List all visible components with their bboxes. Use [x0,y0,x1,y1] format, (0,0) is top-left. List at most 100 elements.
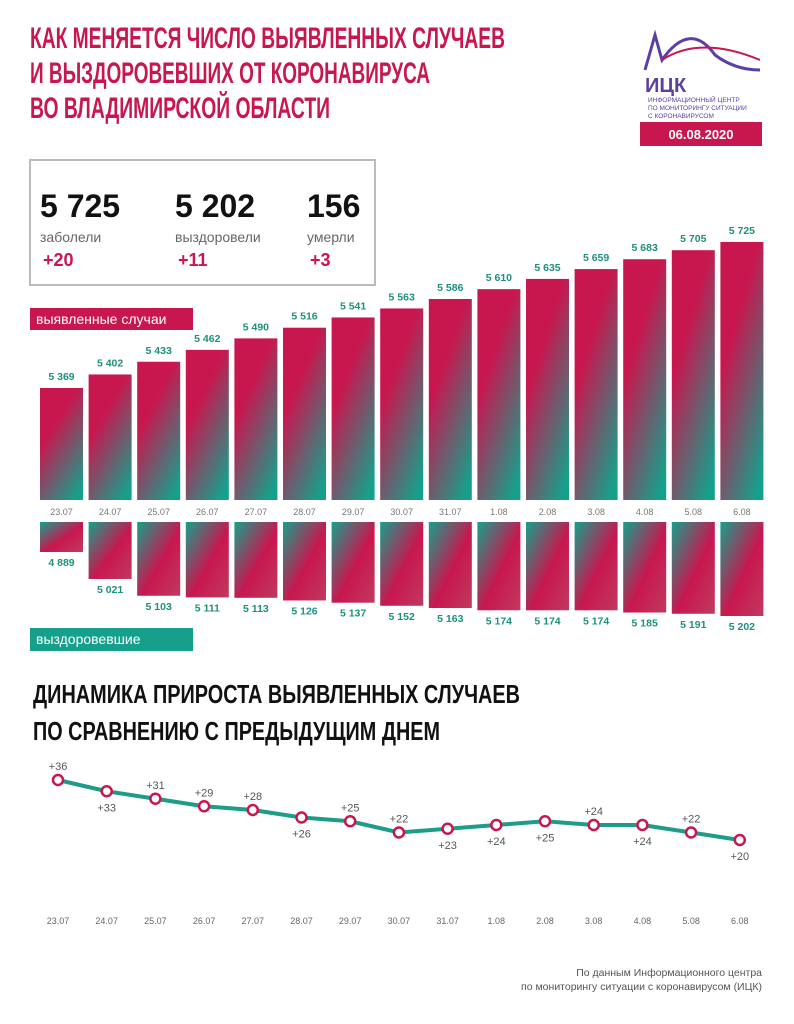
bar [671,250,715,500]
chart-title: ПО СРАВНЕНИЮ С ПРЕДЫДУЩИМ ДНЕМ [33,716,440,746]
value-label: +26 [292,829,311,841]
bar [477,289,521,500]
marker [51,773,65,787]
marker [295,811,308,824]
summary-box [29,159,376,286]
logo-text: ИНФОРМАЦИОННЫЙ ЦЕНТР [648,95,740,104]
value-label: 5 191 [680,619,706,631]
value-label: +31 [146,780,165,792]
bar [526,522,569,611]
summary-label: заболели [40,229,101,245]
logo-mark [643,29,761,72]
value-label: 5 541 [340,300,366,312]
value-label: 5 137 [340,608,366,620]
value-label: +20 [730,851,749,863]
bar [283,327,326,500]
value-label: 5 163 [437,613,463,625]
x-tick-label: 4.08 [636,507,654,517]
summary-value: 5 202 [175,188,255,224]
x-tick-label: 23.07 [47,916,70,926]
value-label: +22 [390,814,409,826]
x-tick-label: 2.08 [539,507,557,517]
x-tick-label: 28.07 [293,507,316,517]
marker [343,815,357,828]
value-label: 5 185 [632,618,658,630]
x-tick-label: 5.08 [682,916,700,926]
value-label: +36 [49,761,68,773]
value-label: 5 683 [632,242,658,254]
value-label: 5 490 [243,321,269,333]
logo: ИЦК ИНФОРМАЦИОННЫЙ ЦЕНТР ПО МОНИТОРИНГУ … [643,29,761,120]
legend-badge [30,628,193,651]
bar [428,522,472,609]
bar [574,522,618,611]
x-tick-label: 2.08 [536,916,554,926]
value-label: 5 111 [195,602,220,614]
x-tick-label: 31.07 [436,916,459,926]
x-tick-label: 6.08 [733,507,751,517]
value-label: +25 [536,832,555,844]
value-label: 5 516 [291,311,317,323]
x-tick-label: 27.07 [242,916,265,926]
x-tick-label: 1.08 [488,916,506,926]
logo-text: ПО МОНИТОРИНГУ СИТУАЦИИ [648,105,747,112]
bar [40,388,83,500]
x-tick-label: 30.07 [388,916,411,926]
x-tick-label: 30.07 [390,507,413,517]
summary-change: +11 [178,250,208,270]
value-label: 5 369 [48,371,74,383]
bar [477,522,521,611]
marker [246,803,260,817]
bar [185,349,229,500]
marker [100,785,113,798]
bar [623,522,667,613]
marker [490,818,503,832]
value-label: +29 [195,787,214,799]
logo-mark [661,46,761,61]
value-label: 5 103 [146,601,172,613]
x-tick-label: 26.07 [193,916,216,926]
chart-title: ДИНАМИКА ПРИРОСТА ВЫЯВЛЕННЫХ СЛУЧАЕВ [33,679,520,709]
summary-label: выздоровели [175,229,261,245]
marker [197,800,211,813]
marker [636,818,649,832]
bar [574,269,618,500]
value-label: +25 [341,802,360,814]
bar [331,317,375,500]
summary-change: +3 [310,250,331,270]
x-tick-label: 3.08 [587,507,605,517]
x-tick-label: 27.07 [245,507,268,517]
bar [623,259,667,500]
value-label: +28 [243,791,262,803]
marker [392,826,406,839]
value-label: 5 402 [97,357,123,369]
marker [684,826,698,839]
date: 06.08.2020 [668,127,733,142]
x-tick-label: 24.07 [99,507,122,517]
summary-value: 5 725 [40,188,120,224]
value-label: 5 462 [194,333,220,345]
bar [380,522,424,606]
value-label: 5 202 [729,621,755,633]
x-tick-label: 6.08 [731,916,749,926]
value-label: +24 [633,836,652,848]
value-label: 5 635 [534,262,560,274]
value-label: 5 725 [729,225,755,237]
title-line: КАК МЕНЯЕТСЯ ЧИСЛО ВЫЯВЛЕННЫХ СЛУЧАЕВ [30,22,505,55]
bar [234,338,278,500]
bar [137,361,181,500]
x-tick-label: 23.07 [50,507,73,517]
value-label: 5 021 [97,584,123,596]
value-label: +33 [97,802,116,814]
bar [88,522,132,579]
bar [40,522,83,552]
x-tick-label: 3.08 [585,916,603,926]
x-tick-label: 26.07 [196,507,219,517]
logo-text: С КОРОНАВИРУСОМ [648,113,714,120]
summary-value: 156 [307,188,360,224]
bar [185,522,229,598]
x-tick-label: 24.07 [95,916,118,926]
x-tick-label: 5.08 [685,507,703,517]
logo-name: ИЦК [645,75,687,97]
